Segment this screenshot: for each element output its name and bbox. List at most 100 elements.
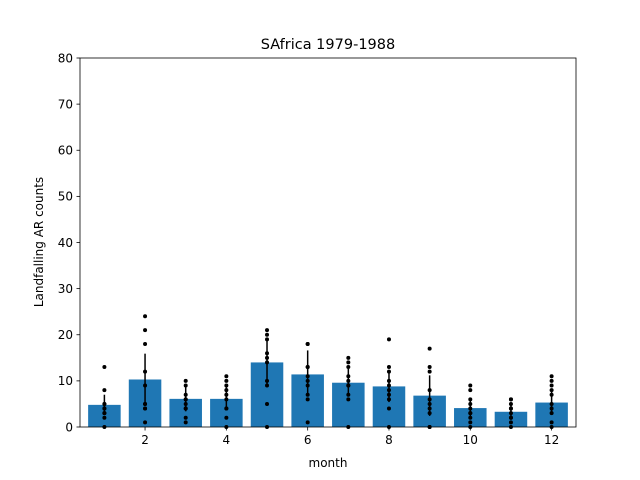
data-point-11-6 (508, 415, 513, 420)
data-point-5-8 (265, 401, 270, 406)
data-point-10-6 (468, 415, 473, 420)
y-tick-label-20: 20 (58, 328, 73, 342)
x-axis-label: month (309, 456, 348, 470)
data-point-2-1 (143, 328, 148, 333)
data-point-4-1 (224, 378, 229, 383)
data-point-2-8 (143, 420, 148, 425)
data-point-2-4 (143, 383, 148, 388)
data-point-7-3 (346, 374, 351, 379)
data-point-4-2 (224, 383, 229, 388)
x-tick-label-8: 8 (385, 433, 393, 447)
data-point-3-2 (183, 392, 188, 397)
data-point-3-0 (183, 378, 188, 383)
data-point-4-7 (224, 406, 229, 411)
data-point-5-5 (265, 360, 270, 365)
data-point-3-9 (183, 397, 188, 402)
data-point-6-3 (305, 374, 310, 379)
data-point-10-5 (468, 411, 473, 416)
data-point-12-2 (549, 383, 554, 388)
data-point-12-0 (549, 374, 554, 379)
y-tick-label-30: 30 (58, 282, 73, 296)
data-point-3-8 (183, 420, 188, 425)
data-point-4-8 (224, 415, 229, 420)
data-point-5-2 (265, 337, 270, 342)
data-point-7-8 (346, 397, 351, 402)
data-point-11-9 (508, 397, 513, 402)
data-point-5-6 (265, 378, 270, 383)
data-point-9-0 (427, 346, 432, 351)
data-point-3-6 (183, 406, 188, 411)
data-point-12-5 (549, 401, 554, 406)
data-point-2-2 (143, 341, 148, 346)
data-point-9-5 (427, 401, 432, 406)
data-point-8-7 (386, 397, 391, 402)
data-point-8-5 (386, 388, 391, 393)
data-point-12-7 (549, 411, 554, 416)
data-point-6-9 (305, 365, 310, 370)
data-point-1-9 (102, 401, 107, 406)
data-point-6-7 (305, 397, 310, 402)
data-point-6-4 (305, 378, 310, 383)
data-point-9-1 (427, 365, 432, 370)
data-point-10-3 (468, 406, 473, 411)
y-tick-label-50: 50 (58, 190, 73, 204)
data-point-9-6 (427, 406, 432, 411)
data-point-2-3 (143, 369, 148, 374)
y-axis-label: Landfalling AR counts (32, 177, 46, 307)
data-point-7-2 (346, 365, 351, 370)
data-point-3-7 (183, 415, 188, 420)
data-point-8-0 (386, 337, 391, 342)
data-point-12-3 (549, 388, 554, 393)
data-point-1-1 (102, 388, 107, 393)
data-point-4-3 (224, 388, 229, 393)
data-point-10-1 (468, 397, 473, 402)
x-tick-label-12: 12 (544, 433, 559, 447)
y-tick-label-70: 70 (58, 97, 73, 111)
x-tick-label-10: 10 (463, 433, 478, 447)
data-point-2-7 (143, 406, 148, 411)
data-point-8-3 (386, 378, 391, 383)
data-point-5-1 (265, 332, 270, 337)
data-point-2-0 (143, 314, 148, 319)
data-point-1-4 (102, 406, 107, 411)
data-point-10-7 (468, 420, 473, 425)
data-point-10-9 (468, 383, 473, 388)
data-point-11-4 (508, 411, 513, 416)
chart-title: SAfrica 1979-1988 (261, 37, 395, 53)
data-point-4-5 (224, 397, 229, 402)
data-point-6-8 (305, 420, 310, 425)
data-point-11-7 (508, 420, 513, 425)
data-point-1-6 (102, 411, 107, 416)
data-point-2-9 (143, 401, 148, 406)
y-tick-label-80: 80 (58, 51, 73, 65)
data-point-6-1 (305, 341, 310, 346)
data-point-5-4 (265, 355, 270, 360)
x-tick-label-2: 2 (141, 433, 149, 447)
y-tick-label-0: 0 (65, 420, 73, 434)
data-point-8-6 (386, 392, 391, 397)
data-point-12-8 (549, 420, 554, 425)
y-tick-label-60: 60 (58, 144, 73, 158)
data-point-11-3 (508, 406, 513, 411)
data-point-8-8 (386, 406, 391, 411)
data-point-6-6 (305, 392, 310, 397)
data-point-7-1 (346, 360, 351, 365)
x-tick-label-4: 4 (223, 433, 231, 447)
data-point-12-1 (549, 378, 554, 383)
y-tick-label-10: 10 (58, 374, 73, 388)
data-point-5-3 (265, 351, 270, 356)
data-point-8-1 (386, 365, 391, 370)
x-tick-label-6: 6 (304, 433, 312, 447)
data-point-5-7 (265, 383, 270, 388)
data-point-12-4 (549, 392, 554, 397)
data-point-4-4 (224, 392, 229, 397)
data-point-1-0 (102, 365, 107, 370)
data-point-3-4 (183, 401, 188, 406)
data-point-5-0 (265, 328, 270, 333)
data-point-7-0 (346, 355, 351, 360)
y-tick-label-40: 40 (58, 236, 73, 250)
data-point-9-2 (427, 369, 432, 374)
data-point-4-0 (224, 374, 229, 379)
data-point-11-1 (508, 401, 513, 406)
